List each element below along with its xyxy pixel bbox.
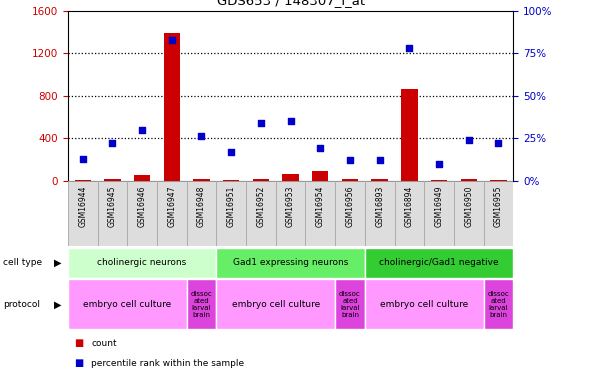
Bar bbox=[217, 181, 246, 246]
Text: cholinergic/Gad1 negative: cholinergic/Gad1 negative bbox=[379, 258, 499, 267]
Text: GSM16947: GSM16947 bbox=[168, 186, 176, 227]
Text: embryo cell culture: embryo cell culture bbox=[232, 300, 320, 309]
Point bbox=[286, 118, 295, 124]
Point bbox=[405, 45, 414, 51]
Text: GSM16946: GSM16946 bbox=[137, 186, 146, 227]
Bar bbox=[461, 179, 477, 181]
Text: GSM16948: GSM16948 bbox=[197, 186, 206, 227]
Text: percentile rank within the sample: percentile rank within the sample bbox=[91, 359, 245, 368]
Bar bbox=[157, 181, 186, 246]
Text: GSM16950: GSM16950 bbox=[464, 186, 473, 227]
Bar bbox=[484, 181, 513, 246]
Bar bbox=[312, 171, 329, 181]
Bar bbox=[253, 179, 269, 181]
Text: cholinergic neurons: cholinergic neurons bbox=[97, 258, 186, 267]
Bar bbox=[68, 279, 186, 329]
Bar bbox=[68, 248, 217, 278]
Point bbox=[345, 157, 355, 163]
Point bbox=[167, 36, 176, 42]
Point bbox=[78, 156, 87, 162]
Bar bbox=[134, 175, 150, 181]
Text: ■: ■ bbox=[74, 358, 83, 368]
Text: embryo cell culture: embryo cell culture bbox=[83, 300, 171, 309]
Bar bbox=[186, 181, 217, 246]
Text: count: count bbox=[91, 339, 117, 348]
Text: dissoc
ated
larval
brain: dissoc ated larval brain bbox=[487, 291, 509, 318]
Point bbox=[107, 140, 117, 146]
Point bbox=[256, 120, 266, 126]
Point bbox=[464, 137, 473, 143]
Point bbox=[494, 140, 503, 146]
Text: dissoc
ated
larval
brain: dissoc ated larval brain bbox=[191, 291, 212, 318]
Bar bbox=[276, 181, 306, 246]
Bar bbox=[424, 181, 454, 246]
Bar bbox=[365, 181, 395, 246]
Bar bbox=[97, 181, 127, 246]
Bar bbox=[68, 181, 97, 246]
Bar bbox=[484, 279, 513, 329]
Text: GSM16893: GSM16893 bbox=[375, 186, 384, 227]
Text: GSM16956: GSM16956 bbox=[346, 186, 355, 227]
Bar bbox=[283, 174, 299, 181]
Text: GSM16949: GSM16949 bbox=[435, 186, 444, 227]
Bar bbox=[372, 179, 388, 181]
Point bbox=[227, 149, 236, 155]
Bar bbox=[335, 181, 365, 246]
Text: GSM16952: GSM16952 bbox=[257, 186, 266, 227]
Bar bbox=[194, 179, 209, 181]
Point bbox=[316, 146, 325, 152]
Title: GDS653 / 148307_i_at: GDS653 / 148307_i_at bbox=[217, 0, 365, 7]
Text: protocol: protocol bbox=[3, 300, 40, 309]
Text: GSM16894: GSM16894 bbox=[405, 186, 414, 227]
Point bbox=[137, 127, 147, 133]
Text: GSM16953: GSM16953 bbox=[286, 186, 295, 227]
Bar bbox=[246, 181, 276, 246]
Text: cell type: cell type bbox=[3, 258, 42, 267]
Text: GSM16944: GSM16944 bbox=[78, 186, 87, 227]
Bar bbox=[335, 279, 365, 329]
Bar bbox=[395, 181, 424, 246]
Text: GSM16951: GSM16951 bbox=[227, 186, 235, 227]
Bar bbox=[490, 180, 507, 181]
Bar bbox=[217, 279, 335, 329]
Text: embryo cell culture: embryo cell culture bbox=[380, 300, 468, 309]
Bar bbox=[186, 279, 217, 329]
Bar bbox=[401, 89, 418, 181]
Bar bbox=[104, 179, 120, 181]
Text: GSM16955: GSM16955 bbox=[494, 186, 503, 227]
Point bbox=[196, 134, 206, 140]
Point bbox=[375, 157, 385, 163]
Text: Gad1 expressing neurons: Gad1 expressing neurons bbox=[233, 258, 348, 267]
Bar bbox=[217, 248, 365, 278]
Bar bbox=[454, 181, 484, 246]
Bar bbox=[163, 33, 180, 181]
Bar bbox=[127, 181, 157, 246]
Bar bbox=[342, 179, 358, 181]
Text: dissoc
ated
larval
brain: dissoc ated larval brain bbox=[339, 291, 361, 318]
Bar bbox=[431, 180, 447, 181]
Text: ■: ■ bbox=[74, 338, 83, 348]
Text: ▶: ▶ bbox=[54, 299, 62, 309]
Bar bbox=[306, 181, 335, 246]
Bar bbox=[223, 180, 240, 181]
Point bbox=[434, 160, 444, 166]
Bar bbox=[365, 248, 513, 278]
Text: GSM16954: GSM16954 bbox=[316, 186, 325, 227]
Text: GSM16945: GSM16945 bbox=[108, 186, 117, 227]
Bar bbox=[74, 180, 91, 181]
Text: ▶: ▶ bbox=[54, 258, 62, 267]
Bar bbox=[365, 279, 484, 329]
